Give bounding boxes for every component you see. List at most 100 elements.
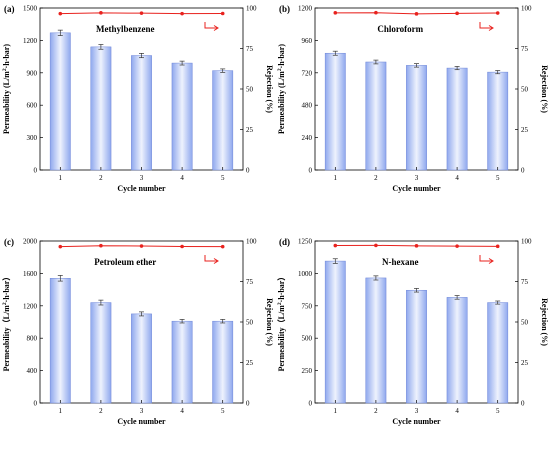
y-tick-label: 2000 <box>23 238 38 246</box>
rejection-point <box>220 244 225 249</box>
rejection-point <box>58 244 63 249</box>
y2-tick-label: 50 <box>521 86 529 94</box>
y-tick-label: 750 <box>302 302 313 310</box>
bar <box>49 32 71 171</box>
y-axis-title-unit: ·h·bar） <box>276 273 286 303</box>
x-axis-title: Cycle number <box>392 184 441 193</box>
x-tick-label: 2 <box>99 407 103 415</box>
rejection-point <box>495 244 500 249</box>
rejection-point <box>414 244 419 248</box>
bar <box>131 313 152 404</box>
bar <box>90 302 112 404</box>
panel-label: (b) <box>279 4 290 14</box>
x-axis-title: Cycle number <box>117 184 166 193</box>
y-axis-title: Permeability (L/m2·h·bar) <box>2 44 11 134</box>
y-tick-label: 0 <box>34 400 38 408</box>
y2-axis-title: Rejection (%) <box>540 298 549 346</box>
x-tick-label: 1 <box>59 174 63 182</box>
y-tick-label: 1200 <box>23 37 38 45</box>
rejection-point <box>139 244 144 248</box>
bar <box>131 55 152 171</box>
rejection-point <box>455 11 459 16</box>
legend-arrow-head <box>213 25 219 31</box>
x-tick-label: 1 <box>59 407 63 415</box>
bar <box>446 297 468 404</box>
panel-label: (d) <box>279 237 290 247</box>
bar <box>90 46 112 171</box>
rejection-point <box>333 243 338 248</box>
y-tick-label: 960 <box>302 37 313 45</box>
y2-tick-label: 100 <box>521 238 532 246</box>
y-tick-label: 900 <box>27 69 38 77</box>
legend-arrow-icon <box>479 22 492 29</box>
y2-tick-label: 0 <box>521 167 525 175</box>
bar <box>212 70 234 171</box>
figure: 0 300 600 900 1200 1500 0 25 50 75 100 1 2 3 4 5 (a) Meth… <box>1 4 549 426</box>
y2-tick-label: 25 <box>521 126 529 134</box>
y-tick-label: 1000 <box>298 270 313 278</box>
x-tick-label: 3 <box>140 407 144 415</box>
x-axis-title: Cycle number <box>392 417 441 426</box>
y-tick-label: 800 <box>27 335 38 343</box>
legend-arrow-head <box>488 258 494 264</box>
x-tick-label: 2 <box>374 407 378 415</box>
x-tick-label: 4 <box>455 174 459 182</box>
bar <box>406 289 427 404</box>
y2-tick-label: 50 <box>521 319 529 327</box>
y-axis-title-main: Permeability（L/m <box>276 305 286 372</box>
y2-tick-label: 75 <box>521 45 529 53</box>
y2-tick-label: 0 <box>246 167 250 175</box>
y-axis-title-sup: 2 <box>277 68 283 71</box>
y-tick-label: 1200 <box>298 5 313 13</box>
bar <box>324 260 346 404</box>
y-tick-label: 1500 <box>23 5 38 13</box>
y-tick-label: 0 <box>34 167 38 175</box>
x-tick-label: 3 <box>140 174 144 182</box>
panel-label: (a) <box>4 4 15 14</box>
chart-panel-3: 0 400 800 1200 1600 2000 0 25 50 75 100 1 2 3 4 5 (c) Pet… <box>1 237 274 426</box>
chart-title: N-hexane <box>382 257 419 267</box>
y2-tick-label: 100 <box>521 5 532 13</box>
y-axis-title-sup: 2 <box>2 302 8 305</box>
chart-panel-1: 0 300 600 900 1200 1500 0 25 50 75 100 1 2 3 4 5 (a) Meth… <box>2 4 274 193</box>
y2-axis-title: Rejection (%) <box>265 65 274 113</box>
y-axis-title-main: Permeability (L/m <box>277 71 286 134</box>
y2-axis-title: Rejection (%) <box>265 298 274 346</box>
y-axis-title-unit: ·h·bar) <box>277 44 286 69</box>
x-tick-label: 5 <box>221 174 225 182</box>
rejection-point <box>139 11 144 15</box>
y-axis-title-main: Permeability (L/m <box>2 71 11 134</box>
y2-tick-label: 100 <box>246 238 257 246</box>
x-tick-label: 4 <box>455 407 459 415</box>
bar <box>324 52 346 171</box>
y2-tick-label: 50 <box>246 319 254 327</box>
bar <box>49 278 71 404</box>
bar <box>171 62 193 171</box>
y2-tick-label: 25 <box>246 359 254 367</box>
rejection-point <box>99 11 103 15</box>
rejection-point <box>99 243 103 248</box>
y-tick-label: 1200 <box>23 302 38 310</box>
bar <box>212 320 234 404</box>
rejection-point <box>333 11 338 15</box>
y2-tick-label: 0 <box>246 400 250 408</box>
y-axis-title: Permeability (L/m2·h·bar) <box>277 44 286 134</box>
chart-title: Methylbenzene <box>96 24 155 34</box>
x-tick-label: 3 <box>415 174 419 182</box>
x-tick-label: 5 <box>221 407 225 415</box>
y2-tick-label: 75 <box>246 45 254 53</box>
y2-tick-label: 25 <box>521 359 529 367</box>
bar <box>365 277 387 404</box>
y2-tick-label: 0 <box>521 400 525 408</box>
legend-arrow-icon <box>204 255 217 262</box>
rejection-point <box>58 11 63 16</box>
y-tick-label: 480 <box>302 102 313 110</box>
rejection-point <box>180 244 184 249</box>
y-tick-label: 1250 <box>298 238 313 246</box>
y-tick-label: 240 <box>302 134 313 142</box>
y-axis-title: Permeability（L/m2·h·bar） <box>276 273 286 372</box>
rejection-point <box>374 243 378 248</box>
legend-arrow-icon <box>479 255 492 262</box>
y-tick-label: 0 <box>309 400 313 408</box>
x-tick-label: 3 <box>415 407 419 415</box>
